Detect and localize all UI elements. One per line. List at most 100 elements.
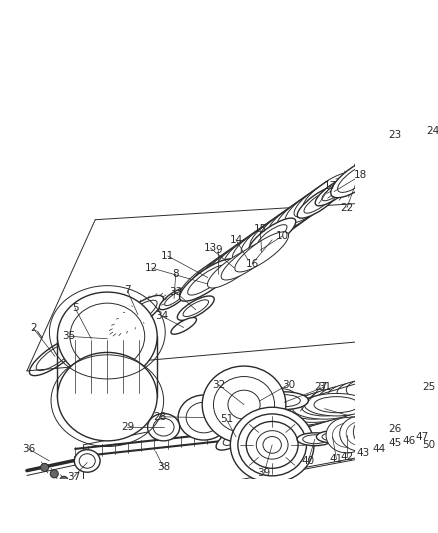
Text: 38: 38 [157,463,170,472]
Ellipse shape [202,366,286,443]
Ellipse shape [397,415,426,439]
Text: 33: 33 [169,287,182,297]
Ellipse shape [337,379,402,406]
Ellipse shape [267,403,331,425]
Text: 10: 10 [276,231,289,241]
Ellipse shape [216,424,256,450]
Ellipse shape [187,265,228,295]
Ellipse shape [346,422,375,446]
Text: 2: 2 [30,324,37,333]
Ellipse shape [304,191,334,213]
Ellipse shape [112,295,163,334]
Ellipse shape [360,420,389,444]
Ellipse shape [297,186,340,218]
Ellipse shape [240,235,280,265]
Ellipse shape [223,429,249,446]
Ellipse shape [303,435,327,443]
Text: 37: 37 [67,472,80,482]
Ellipse shape [276,406,321,422]
Ellipse shape [249,218,296,254]
Ellipse shape [369,428,425,478]
Text: 50: 50 [422,440,435,450]
Ellipse shape [188,251,244,293]
Ellipse shape [208,248,261,288]
Ellipse shape [213,376,275,433]
Circle shape [70,483,78,491]
Text: 13: 13 [204,243,217,253]
Ellipse shape [297,433,332,446]
Ellipse shape [322,182,346,201]
Ellipse shape [285,184,337,223]
Ellipse shape [57,352,157,441]
Text: 45: 45 [389,438,402,448]
Ellipse shape [228,390,260,419]
Ellipse shape [57,292,157,381]
Circle shape [428,145,433,150]
Text: 46: 46 [402,436,416,446]
Text: 30: 30 [282,379,295,390]
Ellipse shape [241,214,295,255]
Ellipse shape [239,393,271,409]
Ellipse shape [233,221,287,261]
Ellipse shape [340,416,381,451]
Ellipse shape [273,399,340,424]
Ellipse shape [326,417,368,453]
Circle shape [50,470,58,478]
Text: 40: 40 [302,456,315,466]
Ellipse shape [360,421,433,485]
Text: 8: 8 [173,269,179,279]
Ellipse shape [186,402,222,433]
Text: 27: 27 [314,382,327,392]
Text: 39: 39 [258,468,271,478]
Ellipse shape [233,394,265,410]
Text: 22: 22 [340,203,353,213]
Ellipse shape [180,256,236,299]
Ellipse shape [303,172,354,211]
Ellipse shape [346,377,411,403]
Ellipse shape [368,141,403,170]
Text: 51: 51 [220,414,233,424]
Text: 36: 36 [22,444,35,454]
Text: 24: 24 [426,126,438,136]
Text: 17: 17 [324,181,338,191]
Ellipse shape [373,418,402,442]
Ellipse shape [171,318,197,334]
Ellipse shape [251,391,284,407]
Ellipse shape [250,208,304,248]
Ellipse shape [258,390,290,406]
Text: 32: 32 [212,379,225,390]
Ellipse shape [258,224,287,247]
Ellipse shape [268,196,321,236]
Ellipse shape [294,179,346,217]
Ellipse shape [292,397,357,419]
Ellipse shape [119,300,157,329]
Ellipse shape [374,146,398,165]
Ellipse shape [319,385,385,411]
Ellipse shape [206,238,261,280]
Ellipse shape [264,389,296,405]
Ellipse shape [232,229,288,271]
Text: 42: 42 [340,452,353,462]
Text: 18: 18 [354,171,367,181]
Ellipse shape [215,232,270,273]
Text: 28: 28 [153,411,166,422]
Ellipse shape [203,263,233,286]
Ellipse shape [338,164,376,192]
Text: 11: 11 [161,251,174,261]
Ellipse shape [316,431,349,443]
Ellipse shape [220,397,252,413]
Ellipse shape [331,158,382,198]
Ellipse shape [314,397,359,413]
Ellipse shape [310,388,375,414]
Ellipse shape [280,400,345,422]
Text: 29: 29 [121,422,134,432]
Text: 7: 7 [124,286,131,295]
Circle shape [405,139,421,156]
Ellipse shape [159,287,189,310]
Ellipse shape [356,374,420,400]
Ellipse shape [226,395,258,411]
Ellipse shape [197,245,253,286]
Text: 47: 47 [416,432,429,442]
Ellipse shape [290,403,335,419]
Text: 9: 9 [215,245,222,255]
